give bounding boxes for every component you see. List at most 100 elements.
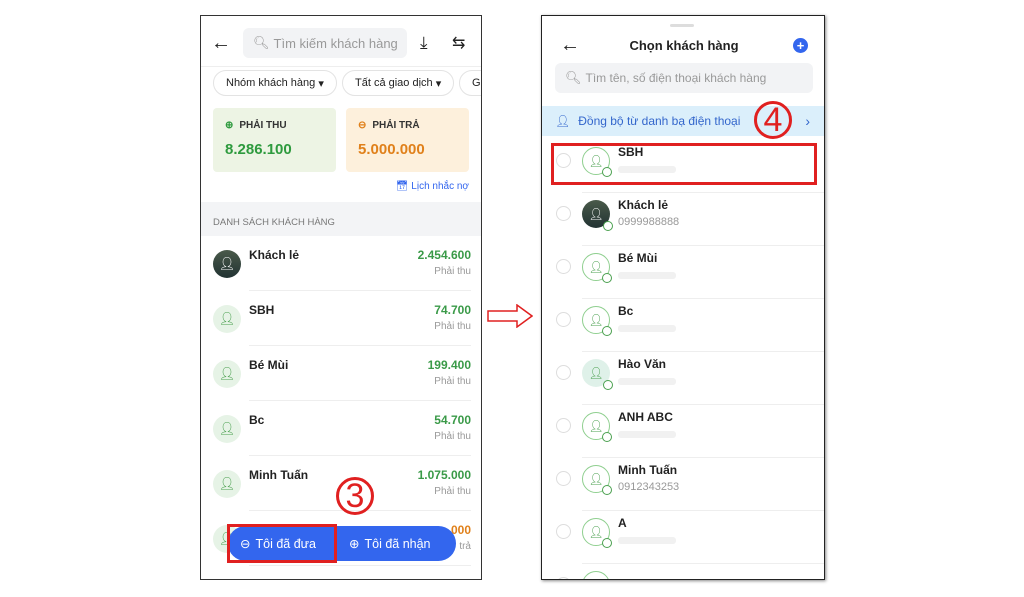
customer-status: Phải thu — [434, 431, 471, 442]
action-bar: ⊖ Tôi đã đưa ⊕ Tôi đã nhận — [228, 526, 456, 561]
plus-circle-icon: ⊕ — [225, 120, 234, 131]
chevron-right-icon: › — [805, 113, 810, 129]
customer-name: Minh Tuấn — [249, 468, 309, 482]
customer-amount: 54.700 — [434, 413, 471, 427]
phone-badge-icon — [602, 273, 612, 283]
receivable-card[interactable]: ⊕ PHẢI THU 8.286.100 — [213, 108, 336, 172]
customer-row[interactable]: 👤︎ SBH 74.700 Phải thu — [201, 291, 481, 346]
drag-handle[interactable] — [670, 24, 694, 27]
phone-badge-icon — [602, 485, 612, 495]
person-icon: 👤︎ — [213, 360, 241, 388]
person-icon: 👤︎ — [582, 412, 612, 442]
phone-badge-icon — [603, 221, 613, 231]
person-icon: 👤︎ — [582, 465, 612, 495]
highlight-box — [551, 143, 817, 185]
select-customer-screen: ← Chọn khách hàng + 🔍︎ Tìm tên, số điện … — [541, 15, 825, 580]
person-icon: 👤︎ — [582, 518, 612, 548]
customer-name: Minh Tuấn — [618, 463, 678, 477]
sort-swap-icon[interactable]: ⇆ — [452, 35, 466, 52]
customer-name: SBH — [618, 145, 644, 159]
customer-amount: 199.400 — [427, 358, 471, 372]
search-input[interactable]: 🔍︎ Tìm kiếm khách hàng — [243, 28, 407, 58]
customer-status: Phải thu — [434, 321, 471, 332]
customer-status: Phải thu — [434, 486, 471, 497]
filter-transactions[interactable]: Tất cả giao dịch ▾ — [342, 70, 455, 96]
contact-book-icon: 👤︎ — [555, 114, 571, 128]
customer-name: Khách lẻ — [249, 248, 300, 262]
arrow-right-icon — [487, 304, 533, 328]
customer-name: Khách lẻ — [618, 198, 669, 212]
customer-amount: 74.700 — [434, 303, 471, 317]
customer-name: Bc — [618, 304, 634, 318]
minus-circle-icon: ⊖ — [240, 537, 251, 551]
customer-amount: 2.454.600 — [417, 248, 471, 262]
customer-status: trả — [459, 541, 471, 552]
customer-name: SBH — [249, 303, 275, 317]
phone-badge-icon — [602, 326, 612, 336]
payable-card[interactable]: ⊖ PHẢI TRẢ 5.000.000 — [346, 108, 469, 172]
customer-option[interactable]: 👤︎ SBH — [542, 140, 824, 193]
section-title: DANH SÁCH KHÁCH HÀNG — [201, 202, 481, 236]
customer-row[interactable]: 👤︎ Bé Mùi 199.400 Phải thu — [201, 346, 481, 401]
radio-button[interactable] — [556, 365, 571, 380]
receivable-total: 8.286.100 — [225, 141, 292, 158]
customer-phone: 0999988888 — [618, 216, 680, 228]
minus-circle-icon: ⊖ — [358, 120, 367, 131]
radio-button[interactable] — [556, 418, 571, 433]
customer-option[interactable]: 👤︎ — [542, 564, 824, 579]
filter-more[interactable]: Gi — [459, 70, 481, 96]
customer-name: Bé Mùi — [249, 358, 289, 372]
customer-option[interactable]: 👤︎ Bc — [542, 299, 824, 352]
calendar-icon: 📅︎ — [395, 181, 409, 192]
phone-badge-icon — [602, 538, 612, 548]
gave-button[interactable]: ⊖ Tôi đã đưa — [240, 536, 316, 552]
search-icon: 🔍︎ — [253, 35, 270, 50]
phone-badge-icon — [602, 167, 612, 177]
debt-reminder-link[interactable]: 📅︎ Lịch nhắc nợ — [395, 181, 469, 192]
phone-badge-icon — [603, 380, 613, 390]
back-arrow-icon[interactable]: ← — [560, 34, 580, 56]
plus-circle-icon: ⊕ — [349, 537, 360, 551]
customer-option[interactable]: 👤︎ Bé Mùi — [542, 246, 824, 299]
radio-button[interactable] — [556, 153, 571, 168]
radio-button[interactable] — [556, 259, 571, 274]
page-title: Chọn khách hàng — [629, 38, 739, 53]
filter-customer-group[interactable]: Nhóm khách hàng ▾ — [213, 70, 337, 96]
step-marker-3: 3 — [336, 477, 374, 515]
step-marker-4: 4 — [754, 101, 792, 139]
person-icon: 👤︎ — [213, 470, 241, 498]
person-icon: 👤︎ — [213, 305, 241, 333]
customer-status: Phải thu — [434, 376, 471, 387]
customer-option[interactable]: 👤︎ A — [542, 511, 824, 564]
person-icon: 👤︎ — [582, 571, 610, 579]
person-icon: 👤︎ — [582, 147, 612, 177]
customer-phone: 0912343253 — [618, 481, 680, 493]
customer-list-screen: ← 🔍︎ Tìm kiếm khách hàng ⤓ ⇆ Nhóm khách … — [200, 15, 482, 580]
add-customer-icon[interactable]: + — [793, 38, 808, 53]
highlight-box — [227, 524, 337, 563]
person-icon: 👤︎ — [582, 359, 613, 390]
customer-name: Hào Văn — [618, 357, 667, 371]
download-icon[interactable]: ⤓ — [420, 33, 428, 52]
customer-amount: 000 — [450, 523, 471, 537]
radio-button[interactable] — [556, 312, 571, 327]
customer-status: Phải thu — [434, 266, 471, 277]
customer-option[interactable]: 👤︎ Minh Tuấn 0912343253 — [542, 458, 824, 511]
back-arrow-icon[interactable]: ← — [211, 32, 231, 54]
customer-row[interactable]: 👤︎ Khách lẻ 2.454.600 Phải thu — [201, 236, 481, 291]
received-button[interactable]: ⊕ Tôi đã nhận — [349, 536, 431, 552]
radio-button[interactable] — [556, 524, 571, 539]
radio-button[interactable] — [556, 206, 571, 221]
customer-row[interactable]: 👤︎ Bc 54.700 Phải thu — [201, 401, 481, 456]
search-input[interactable]: 🔍︎ Tìm tên, số điện thoại khách hàng — [555, 63, 813, 93]
customer-name: ANH ABC — [618, 410, 673, 424]
customer-option[interactable]: 👤︎ Khách lẻ 0999988888 — [542, 193, 824, 246]
customer-amount: 1.075.000 — [417, 468, 471, 482]
customer-option[interactable]: 👤︎ Hào Văn — [542, 352, 824, 405]
customer-option[interactable]: 👤︎ ANH ABC — [542, 405, 824, 458]
radio-button[interactable] — [556, 471, 571, 486]
radio-button[interactable] — [556, 577, 571, 579]
customer-name: A — [618, 516, 627, 530]
payable-total: 5.000.000 — [358, 141, 425, 158]
person-icon: 👤︎ — [213, 415, 241, 443]
